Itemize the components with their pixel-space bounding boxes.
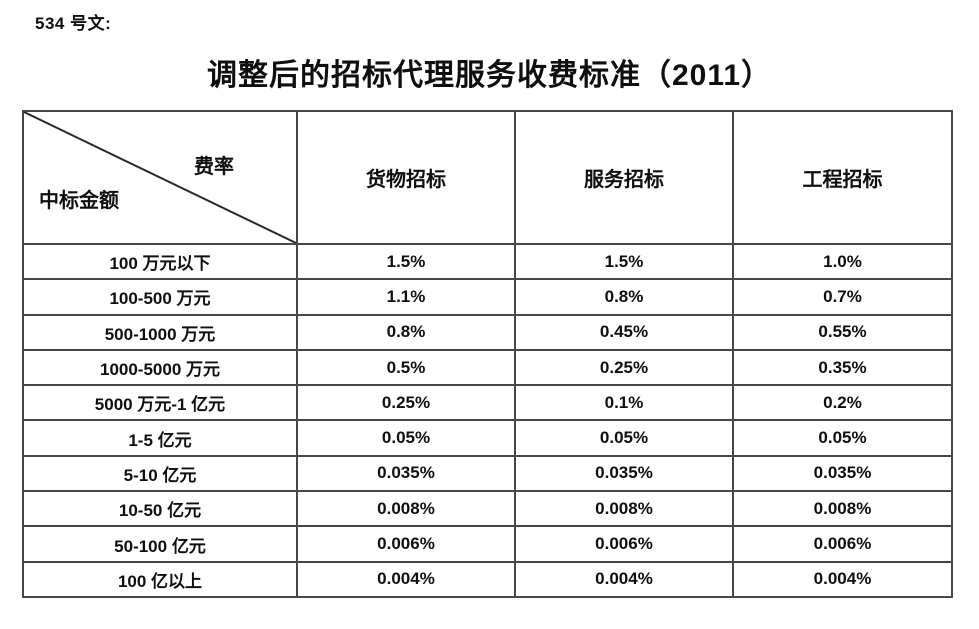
column-header-service-tender: 服务招标 — [514, 110, 734, 245]
rate-value-cell: 1.1% — [296, 278, 516, 316]
rate-value-cell: 0.035% — [296, 454, 516, 493]
table-row: 10-50 亿元 0.008% 0.008% 0.008% — [22, 490, 953, 528]
table-row: 100 亿以上 0.004% 0.004% 0.004% — [22, 560, 953, 599]
corner-label-bid-amount: 中标金额 — [39, 190, 119, 212]
column-header-engineering-tender: 工程招标 — [732, 110, 953, 245]
rate-value-cell: 1.5% — [296, 242, 516, 281]
rate-value-cell: 0.05% — [514, 419, 734, 457]
rate-value-cell: 1.0% — [732, 242, 953, 281]
rate-value-cell: 0.8% — [514, 278, 734, 316]
table-row: 500-1000 万元 0.8% 0.45% 0.55% — [22, 313, 953, 351]
rate-value-cell: 0.008% — [296, 490, 516, 528]
rate-value-cell: 0.25% — [296, 384, 516, 422]
corner-header-cell: 费率 中标金额 — [22, 110, 298, 245]
table-row: 5000 万元-1 亿元 0.25% 0.1% 0.2% — [22, 384, 953, 422]
rate-value-cell: 0.8% — [296, 313, 516, 351]
table-row: 5-10 亿元 0.035% 0.035% 0.035% — [22, 454, 953, 493]
amount-tier-cell: 100 亿以上 — [22, 560, 298, 599]
rate-value-cell: 0.2% — [732, 384, 953, 422]
diagonal-divider-line — [25, 113, 295, 242]
amount-tier-cell: 1000-5000 万元 — [22, 348, 298, 387]
rate-value-cell: 0.004% — [296, 560, 516, 599]
rate-value-cell: 0.006% — [296, 525, 516, 563]
rate-value-cell: 0.035% — [732, 454, 953, 493]
rate-value-cell: 0.55% — [732, 313, 953, 351]
rate-value-cell: 0.1% — [514, 384, 734, 422]
table-header-row: 费率 中标金额 货物招标 服务招标 工程招标 — [22, 110, 953, 245]
rate-value-cell: 0.008% — [514, 490, 734, 528]
amount-tier-cell: 5000 万元-1 亿元 — [22, 384, 298, 422]
amount-tier-cell: 100 万元以下 — [22, 242, 298, 281]
corner-label-fee-rate: 费率 — [194, 156, 234, 178]
amount-tier-cell: 5-10 亿元 — [22, 454, 298, 493]
rate-value-cell: 1.5% — [514, 242, 734, 281]
rate-value-cell: 0.35% — [732, 348, 953, 387]
page-title: 调整后的招标代理服务收费标准（2011） — [206, 59, 773, 92]
rate-value-cell: 0.7% — [732, 278, 953, 316]
rate-value-cell: 0.05% — [296, 419, 516, 457]
rate-value-cell: 0.5% — [296, 348, 516, 387]
table-row: 100 万元以下 1.5% 1.5% 1.0% — [22, 242, 953, 281]
rate-value-cell: 0.25% — [514, 348, 734, 387]
rate-value-cell: 0.45% — [514, 313, 734, 351]
rate-value-cell: 0.05% — [732, 419, 953, 457]
amount-tier-cell: 50-100 亿元 — [22, 525, 298, 563]
amount-tier-cell: 10-50 亿元 — [22, 490, 298, 528]
document-number-label: 534 号文: — [35, 14, 112, 33]
rate-value-cell: 0.006% — [732, 525, 953, 563]
fee-rate-table: 费率 中标金额 货物招标 服务招标 工程招标 100 万元以下 1.5% 1.5% 1… — [22, 110, 953, 599]
table-row: 50-100 亿元 0.006% 0.006% 0.006% — [22, 525, 953, 563]
rate-value-cell: 0.008% — [732, 490, 953, 528]
rate-value-cell: 0.004% — [514, 560, 734, 599]
amount-tier-cell: 100-500 万元 — [22, 278, 298, 316]
table-row: 1-5 亿元 0.05% 0.05% 0.05% — [22, 419, 953, 457]
rate-value-cell: 0.035% — [514, 454, 734, 493]
rate-value-cell: 0.006% — [514, 525, 734, 563]
column-header-goods-tender: 货物招标 — [296, 110, 516, 245]
table-row: 100-500 万元 1.1% 0.8% 0.7% — [22, 278, 953, 316]
amount-tier-cell: 500-1000 万元 — [22, 313, 298, 351]
table-row: 1000-5000 万元 0.5% 0.25% 0.35% — [22, 348, 953, 387]
amount-tier-cell: 1-5 亿元 — [22, 419, 298, 457]
rate-value-cell: 0.004% — [732, 560, 953, 599]
